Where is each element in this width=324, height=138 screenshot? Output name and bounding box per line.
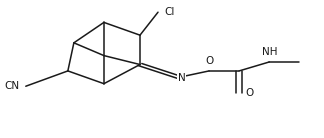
Text: N: N (178, 73, 185, 83)
Text: NH: NH (262, 47, 278, 57)
Text: O: O (245, 88, 253, 98)
Text: Cl: Cl (164, 7, 174, 17)
Text: CN: CN (5, 81, 20, 91)
Text: O: O (205, 56, 213, 66)
